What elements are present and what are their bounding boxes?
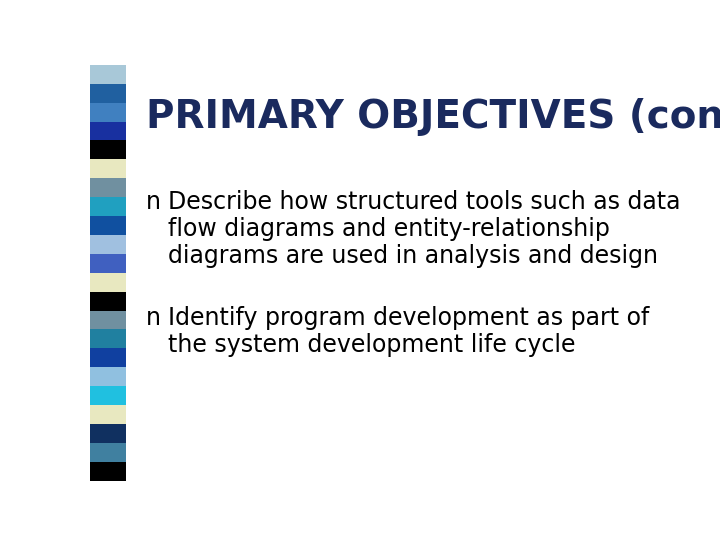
Text: Describe how structured tools such as data: Describe how structured tools such as da… bbox=[168, 190, 680, 213]
Bar bbox=[90, 273, 126, 292]
Bar bbox=[90, 462, 126, 481]
Bar bbox=[90, 386, 126, 405]
Text: n: n bbox=[145, 306, 161, 330]
Text: diagrams are used in analysis and design: diagrams are used in analysis and design bbox=[168, 244, 658, 268]
Text: Identify program development as part of: Identify program development as part of bbox=[168, 306, 649, 330]
Bar bbox=[90, 84, 126, 103]
Bar bbox=[90, 424, 126, 443]
Bar bbox=[90, 216, 126, 235]
Bar bbox=[90, 178, 126, 197]
Bar bbox=[90, 292, 126, 310]
Text: n: n bbox=[145, 190, 161, 213]
Bar bbox=[90, 310, 126, 329]
Bar bbox=[90, 405, 126, 424]
Text: the system development life cycle: the system development life cycle bbox=[168, 333, 575, 357]
Bar bbox=[90, 329, 126, 348]
Bar bbox=[90, 197, 126, 216]
Bar bbox=[90, 103, 126, 122]
Bar bbox=[90, 443, 126, 462]
Bar bbox=[90, 65, 126, 84]
Bar bbox=[90, 140, 126, 159]
Bar bbox=[90, 235, 126, 254]
Text: flow diagrams and entity-relationship: flow diagrams and entity-relationship bbox=[168, 217, 610, 240]
Bar bbox=[90, 367, 126, 386]
Bar bbox=[90, 348, 126, 367]
Bar bbox=[90, 122, 126, 140]
Text: PRIMARY OBJECTIVES (cont.): PRIMARY OBJECTIVES (cont.) bbox=[145, 98, 720, 136]
Bar bbox=[90, 159, 126, 178]
Bar bbox=[90, 254, 126, 273]
